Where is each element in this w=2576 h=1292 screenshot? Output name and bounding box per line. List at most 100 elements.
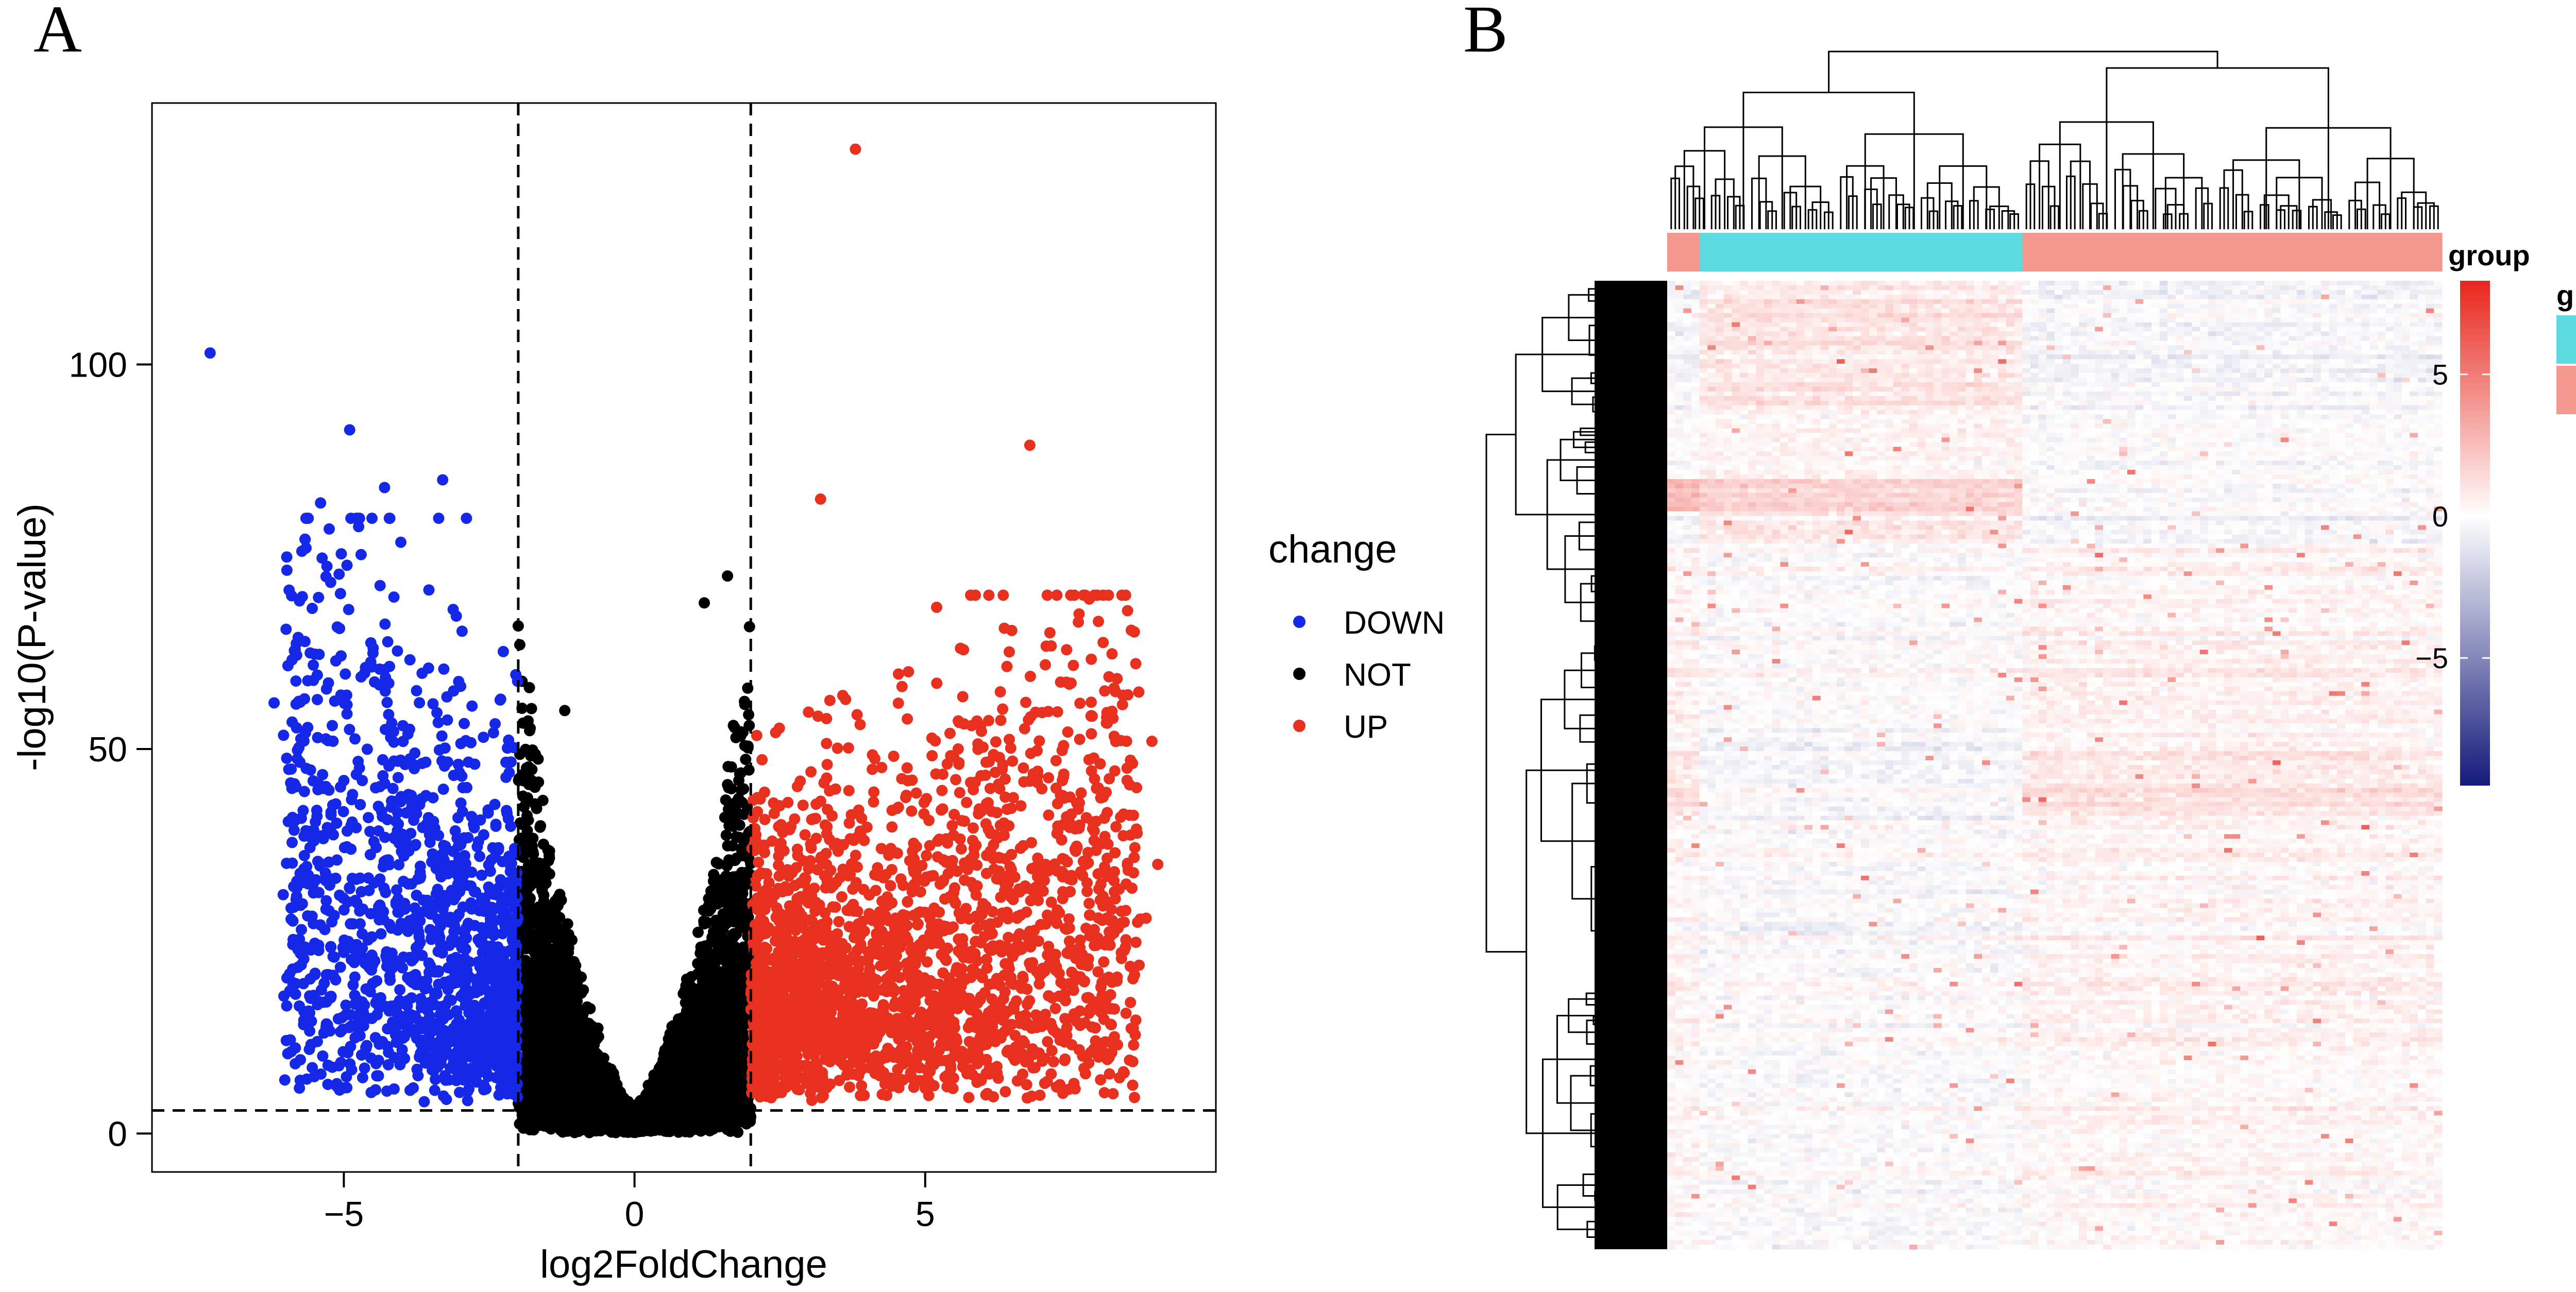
- point-not: [723, 782, 734, 793]
- point-not: [652, 1097, 663, 1108]
- point-not: [552, 929, 563, 940]
- point-not: [538, 890, 549, 901]
- point-not: [642, 1123, 654, 1134]
- point-not: [662, 1097, 673, 1109]
- point-not: [689, 1091, 701, 1102]
- point-not: [570, 960, 581, 971]
- point-not: [660, 1047, 672, 1058]
- point-not: [719, 812, 731, 823]
- point-not: [530, 977, 541, 988]
- point-not: [552, 1005, 564, 1016]
- point-not: [733, 793, 744, 804]
- panel-label-a: A: [33, 0, 82, 66]
- point-not: [527, 907, 538, 919]
- point-not: [743, 709, 754, 720]
- point-not: [531, 803, 543, 814]
- point-not: [556, 1058, 567, 1069]
- point-not: [720, 888, 731, 899]
- point-not: [531, 945, 542, 957]
- point-not: [734, 1071, 745, 1082]
- point-not: [705, 999, 716, 1010]
- point-not: [703, 905, 715, 916]
- volcano-points: [205, 144, 1163, 1138]
- point-not: [535, 1004, 546, 1015]
- point-not: [702, 1095, 713, 1106]
- point-not: [514, 639, 526, 651]
- point-not: [526, 703, 537, 715]
- point-not: [589, 1024, 600, 1035]
- point-not: [704, 1048, 715, 1059]
- point-not: [686, 991, 697, 1002]
- point-not: [524, 895, 535, 906]
- point-not: [569, 1033, 581, 1044]
- panel-label-b: B: [1463, 0, 1508, 66]
- point-not: [536, 862, 548, 874]
- point-not: [528, 1045, 539, 1056]
- point-not: [673, 1063, 684, 1075]
- point-not: [539, 915, 550, 926]
- point-not: [701, 1019, 712, 1031]
- point-not: [734, 820, 745, 831]
- point-not: [560, 971, 571, 982]
- point-not: [695, 1079, 706, 1091]
- point-not: [703, 893, 714, 904]
- point-not: [518, 801, 530, 812]
- point-not: [742, 1116, 754, 1128]
- point-not: [599, 1092, 610, 1103]
- point-not: [731, 948, 742, 959]
- point-not: [708, 876, 719, 887]
- point-not: [555, 1024, 567, 1035]
- point-not: [743, 764, 755, 776]
- point-not: [533, 1074, 544, 1085]
- point-not: [681, 974, 692, 985]
- point-not: [550, 915, 561, 926]
- point-not: [569, 1078, 580, 1090]
- point-not: [669, 1084, 681, 1095]
- point-not: [521, 1032, 532, 1043]
- point-not: [739, 699, 751, 710]
- point-not: [722, 761, 734, 772]
- point-not: [722, 906, 733, 917]
- point-not: [555, 949, 566, 960]
- point-not: [600, 1121, 612, 1132]
- point-not: [698, 915, 709, 927]
- point-not: [717, 967, 728, 978]
- point-not: [519, 1117, 530, 1129]
- point-not: [564, 1112, 575, 1123]
- point-not: [720, 794, 732, 806]
- point-not: [701, 1037, 712, 1048]
- point-not: [632, 1125, 643, 1136]
- point-not: [683, 1000, 694, 1012]
- point-not: [697, 1067, 708, 1079]
- point-not: [552, 991, 563, 1002]
- point-not: [522, 715, 534, 726]
- point-not: [686, 1049, 697, 1061]
- point-not: [523, 761, 534, 773]
- point-not: [711, 988, 723, 999]
- point-not: [583, 1090, 594, 1101]
- point-not: [584, 1124, 595, 1135]
- point-not: [544, 845, 555, 857]
- point-not: [533, 1064, 544, 1075]
- point-not: [611, 1091, 622, 1102]
- point-not: [689, 1029, 700, 1040]
- point-not: [534, 822, 546, 833]
- point-not: [715, 1062, 726, 1073]
- point-not: [702, 971, 713, 982]
- point-not: [572, 988, 584, 999]
- point-not: [734, 872, 745, 883]
- point-not: [708, 926, 719, 938]
- point-not: [722, 1024, 733, 1035]
- point-not: [642, 1090, 654, 1101]
- point-not: [556, 894, 567, 906]
- point-not: [673, 1013, 684, 1025]
- point-not: [531, 873, 543, 885]
- point-not: [715, 1089, 726, 1100]
- point-not: [731, 853, 742, 864]
- point-not: [684, 1103, 695, 1115]
- point-not: [733, 809, 744, 820]
- point-not: [531, 1026, 543, 1037]
- point-not: [583, 1044, 594, 1055]
